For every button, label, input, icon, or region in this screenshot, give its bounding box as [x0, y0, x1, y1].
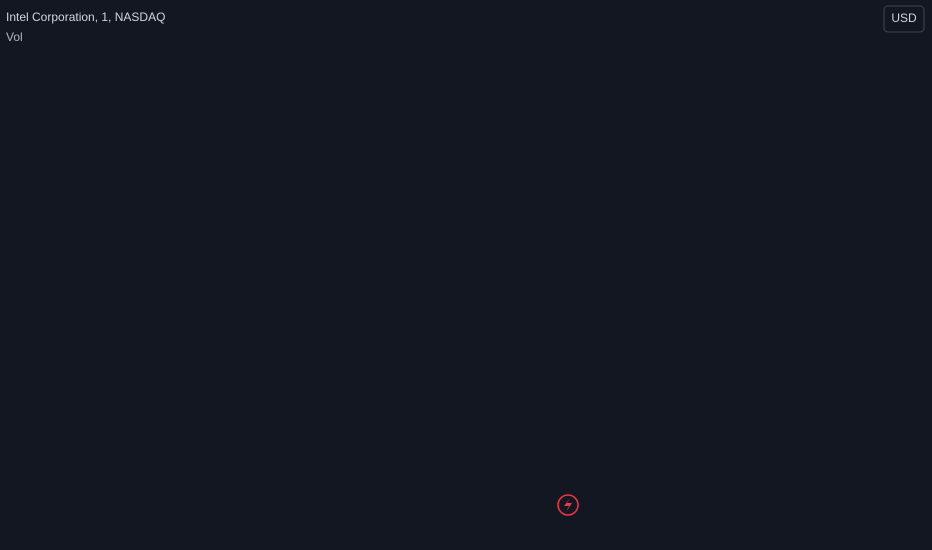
currency-label[interactable]: USD: [891, 11, 917, 25]
symbol-title: Intel Corporation, 1, NASDAQ: [6, 10, 165, 24]
volume-title: Vol: [6, 30, 23, 44]
alert-bolt[interactable]: [564, 498, 572, 512]
currency-button[interactable]: [883, 5, 925, 33]
alert-icon[interactable]: [557, 494, 579, 516]
